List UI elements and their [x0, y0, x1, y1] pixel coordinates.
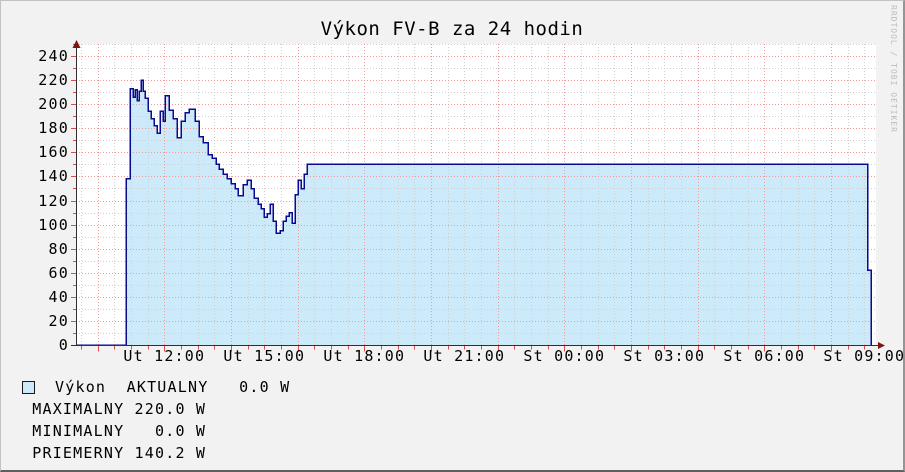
legend-current-text: Výkon AKTUALNY 0.0 W — [55, 378, 291, 396]
x-axis-label: Ut 15:00 — [223, 347, 306, 365]
x-axis-label: Ut 18:00 — [323, 347, 406, 365]
legend-color-swatch — [22, 380, 35, 394]
legend-avg-text: PRIEMERNY 140.2 W — [22, 444, 207, 462]
legend: Výkon AKTUALNY 0.0 W MAXIMALNY 220.0 W M… — [22, 376, 290, 464]
legend-min-text: MINIMALNY 0.0 W — [22, 422, 207, 440]
x-axis-label: St 03:00 — [623, 347, 706, 365]
x-axis-label: St 00:00 — [523, 347, 606, 365]
legend-max-text: MAXIMALNY 220.0 W — [22, 400, 207, 418]
y-axis-label: 40 — [48, 287, 69, 306]
x-axis-label: Ut 12:00 — [123, 347, 206, 365]
x-axis-label: St 06:00 — [723, 347, 806, 365]
x-axis-label: Ut 21:00 — [423, 347, 506, 365]
y-axis-label: 160 — [38, 143, 69, 162]
y-axis-label: 80 — [48, 239, 69, 258]
y-axis-label: 120 — [38, 191, 69, 210]
chart-title: Výkon FV-B za 24 hodin — [320, 18, 584, 40]
y-axis-label: 220 — [38, 71, 69, 90]
y-axis-label: 180 — [38, 119, 69, 138]
y-axis-label: 140 — [38, 167, 69, 186]
x-axis-label: St 09:00 — [823, 347, 905, 365]
y-axis-label: 60 — [48, 263, 69, 282]
y-axis-label: 0 — [58, 336, 69, 354]
y-axis-label: 20 — [48, 311, 69, 330]
legend-row-current: Výkon AKTUALNY 0.0 W — [22, 376, 290, 398]
y-axis-label: 240 — [38, 47, 69, 66]
y-axis-label: 200 — [38, 95, 69, 114]
y-axis-label: 100 — [38, 215, 69, 234]
rrdtool-watermark: RRDTOOL / TOBI OETIKER — [889, 5, 898, 133]
